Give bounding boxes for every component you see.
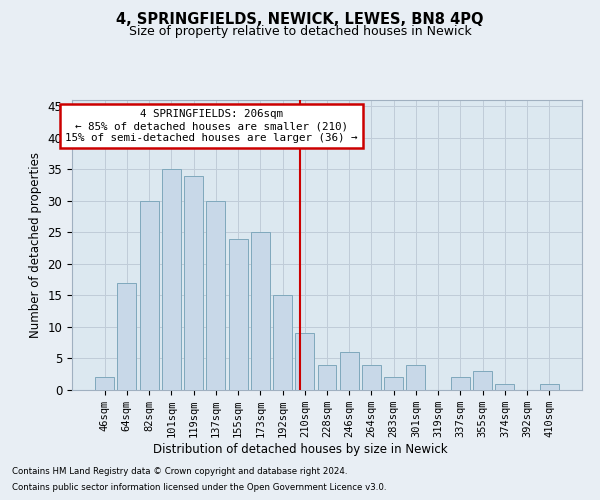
Bar bbox=[162, 170, 181, 390]
Bar bbox=[384, 378, 403, 390]
Bar bbox=[473, 371, 492, 390]
Bar bbox=[451, 378, 470, 390]
Text: 4 SPRINGFIELDS: 206sqm
← 85% of detached houses are smaller (210)
15% of semi-de: 4 SPRINGFIELDS: 206sqm ← 85% of detached… bbox=[65, 110, 358, 142]
Bar bbox=[496, 384, 514, 390]
Text: Distribution of detached houses by size in Newick: Distribution of detached houses by size … bbox=[152, 442, 448, 456]
Text: Contains HM Land Registry data © Crown copyright and database right 2024.: Contains HM Land Registry data © Crown c… bbox=[12, 468, 347, 476]
Bar bbox=[340, 352, 359, 390]
Bar bbox=[251, 232, 270, 390]
Bar bbox=[206, 201, 225, 390]
Bar bbox=[317, 365, 337, 390]
Bar bbox=[95, 378, 114, 390]
Bar bbox=[540, 384, 559, 390]
Bar bbox=[229, 238, 248, 390]
Text: 4, SPRINGFIELDS, NEWICK, LEWES, BN8 4PQ: 4, SPRINGFIELDS, NEWICK, LEWES, BN8 4PQ bbox=[116, 12, 484, 28]
Bar bbox=[140, 201, 158, 390]
Text: Contains public sector information licensed under the Open Government Licence v3: Contains public sector information licen… bbox=[12, 482, 386, 492]
Text: Size of property relative to detached houses in Newick: Size of property relative to detached ho… bbox=[128, 25, 472, 38]
Bar bbox=[406, 365, 425, 390]
Bar bbox=[295, 334, 314, 390]
Bar bbox=[273, 296, 292, 390]
Bar bbox=[118, 283, 136, 390]
Bar bbox=[362, 365, 381, 390]
Bar bbox=[184, 176, 203, 390]
Y-axis label: Number of detached properties: Number of detached properties bbox=[29, 152, 42, 338]
